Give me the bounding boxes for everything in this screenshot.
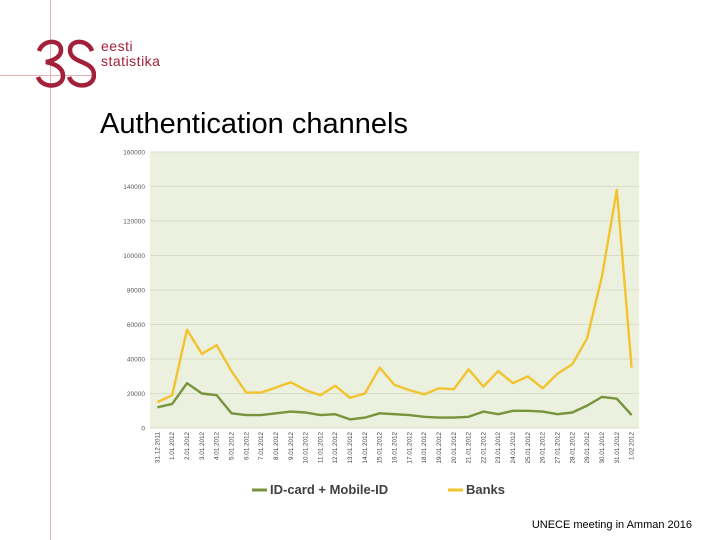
x-tick-label: 11.01.2012	[317, 432, 324, 464]
legend-label-0: ID-card + Mobile-ID	[270, 482, 388, 497]
series-line-0	[157, 381, 633, 421]
x-tick-label: 9.01.2012	[288, 432, 295, 461]
es-logo-icon	[35, 39, 96, 88]
x-tick-label: 24.01.2012	[510, 432, 517, 464]
x-tick-label: 1.02.2012	[629, 432, 636, 461]
horizontal-guide-line	[0, 75, 96, 76]
x-tick-label: 4.01.2012	[214, 432, 221, 461]
x-tick-label: 26.01.2012	[540, 432, 547, 464]
slide-title: Authentication channels	[100, 108, 408, 140]
x-tick-labels: 31.12.2011 1.01.2012 2.01.2012 3.01.2012 4.0…	[154, 432, 635, 464]
x-tick-label: 22.01.2012	[480, 432, 487, 464]
y-tick-label: 140000	[123, 184, 145, 191]
y-tick-label: 80000	[127, 288, 145, 295]
y-tick-label: 100000	[123, 253, 145, 260]
legend: ID-card + Mobile-ID Banks	[252, 482, 505, 497]
x-tick-label: 28.01.2012	[569, 432, 576, 464]
y-tick-label: 60000	[127, 322, 145, 329]
x-tick-label: 31.12.2011	[154, 432, 161, 464]
series-line-1	[156, 188, 633, 404]
x-tick-label: 7.01.2012	[258, 432, 265, 461]
x-tick-label: 19.01.2012	[436, 432, 443, 464]
y-tick-label: 40000	[127, 357, 145, 364]
footer-text: UNECE meeting in Amman 2016	[531, 519, 692, 531]
x-tick-label: 8.01.2012	[273, 432, 280, 461]
x-tick-label: 29.01.2012	[584, 432, 591, 464]
logo-line-2: statistika	[101, 53, 161, 69]
x-tick-label: 15.01.2012	[377, 432, 384, 464]
x-tick-label: 12.01.2012	[332, 432, 339, 464]
x-tick-label: 18.01.2012	[421, 432, 428, 464]
x-tick-label: 17.01.2012	[406, 432, 413, 464]
x-tick-label: 30.01.2012	[599, 432, 606, 464]
logo-line-1: eesti	[101, 38, 134, 54]
x-tick-label: 20.01.2012	[451, 432, 458, 464]
y-tick-label: 0	[141, 426, 145, 433]
y-tick-label: 160000	[123, 150, 145, 157]
y-tick-label: 20000	[127, 391, 145, 398]
x-tick-label: 10.01.2012	[303, 432, 310, 464]
x-tick-label: 21.01.2012	[466, 432, 473, 464]
x-tick-label: 16.01.2012	[392, 432, 399, 464]
x-tick-label: 5.01.2012	[229, 432, 236, 461]
y-tick-labels: 0 20000 40000 60000 80000 100000 120000 140000 1…	[123, 150, 145, 433]
line-chart: 0 20000 40000 60000 80000 100000 120000 140000 1…	[123, 150, 639, 497]
legend-label-1: Banks	[466, 482, 505, 497]
x-tick-label: 6.01.2012	[243, 432, 250, 461]
y-tick-label: 120000	[123, 219, 145, 226]
logo-wordmark: eesti statistika	[101, 39, 160, 69]
x-tick-label: 31.01.2012	[614, 432, 621, 464]
x-tick-label: 14.01.2012	[362, 432, 369, 464]
gridlines	[150, 151, 639, 429]
x-tick-label: 13.01.2012	[347, 432, 354, 464]
x-tick-label: 27.01.2012	[555, 432, 562, 464]
x-tick-label: 3.01.2012	[199, 432, 206, 461]
series-lines	[156, 188, 633, 421]
vertical-guide-line	[50, 0, 51, 540]
x-tick-label: 25.01.2012	[525, 432, 532, 464]
x-tick-label: 1.01.2012	[169, 432, 176, 461]
x-tick-label: 23.01.2012	[495, 432, 502, 464]
x-tick-label: 2.01.2012	[184, 432, 191, 461]
